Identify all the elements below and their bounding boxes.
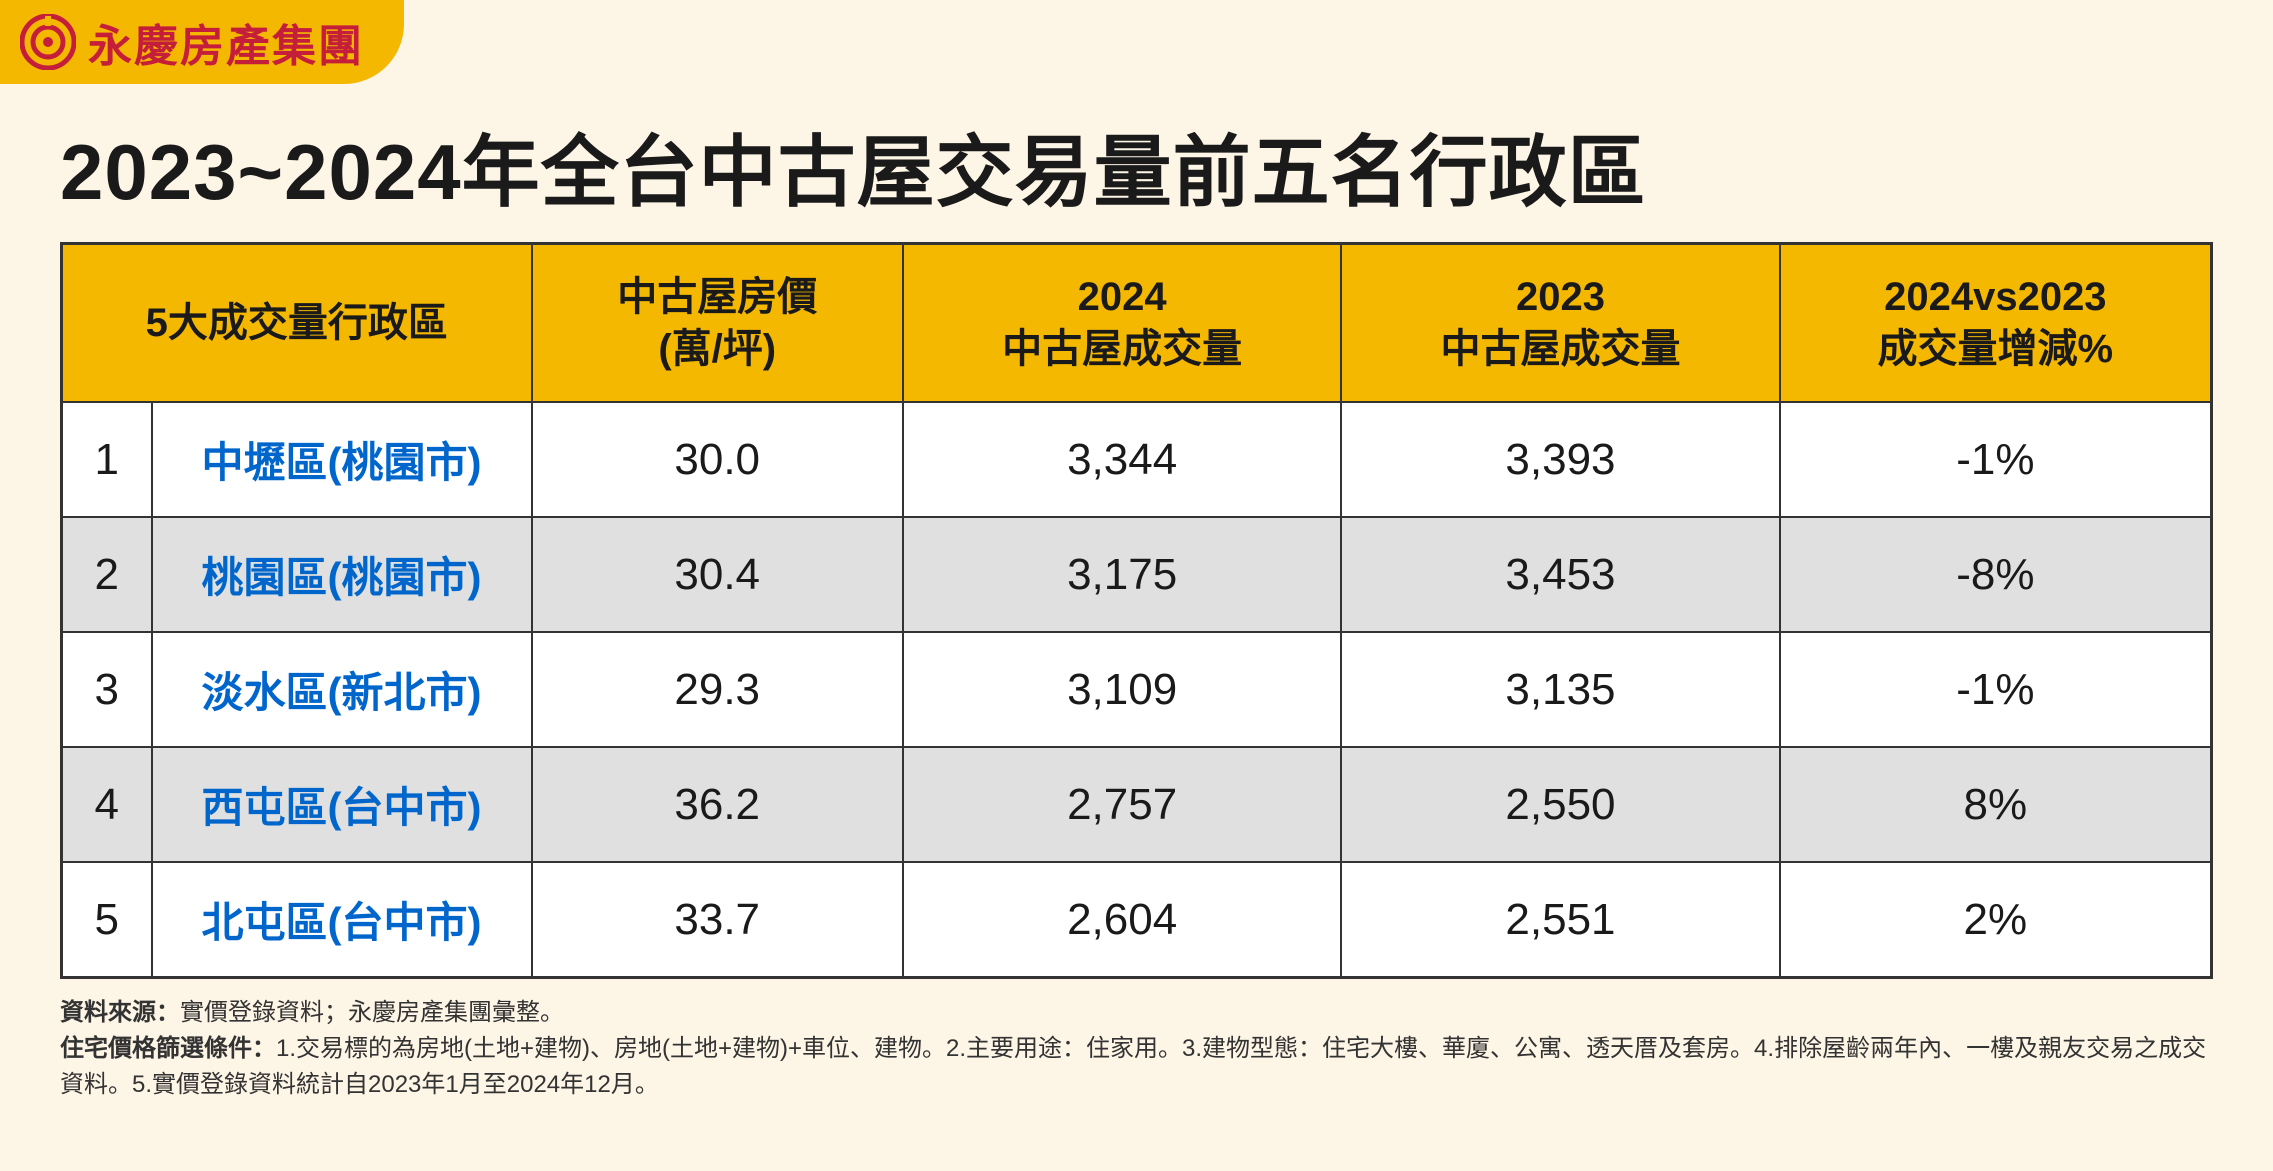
title-bold: 交易量前五名行政區 xyxy=(936,128,1647,216)
col-header-district: 5大成交量行政區 xyxy=(62,244,532,403)
cell-district: 北屯區(台中市) xyxy=(152,862,532,978)
cell-vol2023: 2,551 xyxy=(1341,862,1779,978)
cell-rank: 3 xyxy=(62,632,152,747)
cell-district: 中壢區(桃園市) xyxy=(152,402,532,517)
cell-price: 29.3 xyxy=(532,632,903,747)
table-row: 1 中壢區(桃園市) 30.0 3,344 3,393 -1% xyxy=(62,402,2212,517)
cell-rank: 2 xyxy=(62,517,152,632)
ranking-table: 5大成交量行政區 中古屋房價 (萬/坪) 2024 中古屋成交量 2023 中古… xyxy=(60,242,2213,979)
table-body: 1 中壢區(桃園市) 30.0 3,344 3,393 -1% 2 桃園區(桃園… xyxy=(62,402,2212,978)
criteria-label: 住宅價格篩選條件： xyxy=(60,1035,276,1062)
cell-district: 淡水區(新北市) xyxy=(152,632,532,747)
cell-rank: 5 xyxy=(62,862,152,978)
col-header-vol2023: 2023 中古屋成交量 xyxy=(1341,244,1779,403)
cell-change: -1% xyxy=(1780,402,2212,517)
source-label: 資料來源： xyxy=(60,999,180,1026)
criteria-line: 住宅價格篩選條件：1.交易標的為房地(土地+建物)、房地(土地+建物)+車位、建… xyxy=(60,1031,2213,1103)
cell-vol2023: 3,453 xyxy=(1341,517,1779,632)
col-header-vol2024: 2024 中古屋成交量 xyxy=(903,244,1341,403)
cell-price: 30.0 xyxy=(532,402,903,517)
table-row: 3 淡水區(新北市) 29.3 3,109 3,135 -1% xyxy=(62,632,2212,747)
cell-change: -8% xyxy=(1780,517,2212,632)
cell-vol2024: 3,109 xyxy=(903,632,1341,747)
cell-price: 30.4 xyxy=(532,517,903,632)
cell-change: 2% xyxy=(1780,862,2212,978)
col-header-change: 2024vs2023 成交量增減% xyxy=(1780,244,2212,403)
content-area: 2023~2024年全台中古屋交易量前五名行政區 5大成交量行政區 中古屋房價 … xyxy=(0,0,2273,1123)
logo-badge: 永慶房產集團 xyxy=(0,0,404,84)
cell-district: 西屯區(台中市) xyxy=(152,747,532,862)
cell-price: 36.2 xyxy=(532,747,903,862)
title-prefix: 2023~2024年全台中古屋 xyxy=(60,128,936,216)
table-row: 4 西屯區(台中市) 36.2 2,757 2,550 8% xyxy=(62,747,2212,862)
logo-brand-text: 永慶房產集團 xyxy=(88,10,364,74)
table-row: 2 桃園區(桃園市) 30.4 3,175 3,453 -8% xyxy=(62,517,2212,632)
footer-notes: 資料來源：實價登錄資料；永慶房產集團彙整。 住宅價格篩選條件：1.交易標的為房地… xyxy=(60,995,2213,1103)
source-line: 資料來源：實價登錄資料；永慶房產集團彙整。 xyxy=(60,995,2213,1031)
cell-vol2023: 3,135 xyxy=(1341,632,1779,747)
cell-rank: 1 xyxy=(62,402,152,517)
cell-district: 桃園區(桃園市) xyxy=(152,517,532,632)
col-header-price: 中古屋房價 (萬/坪) xyxy=(532,244,903,403)
cell-vol2024: 3,175 xyxy=(903,517,1341,632)
cell-vol2024: 2,757 xyxy=(903,747,1341,862)
cell-change: -1% xyxy=(1780,632,2212,747)
page-title: 2023~2024年全台中古屋交易量前五名行政區 xyxy=(60,110,2213,222)
criteria-text: 1.交易標的為房地(土地+建物)、房地(土地+建物)+車位、建物。2.主要用途：… xyxy=(60,1035,2206,1098)
cell-vol2024: 3,344 xyxy=(903,402,1341,517)
logo-icon xyxy=(20,14,76,70)
cell-price: 33.7 xyxy=(532,862,903,978)
cell-vol2023: 2,550 xyxy=(1341,747,1779,862)
source-text: 實價登錄資料；永慶房產集團彙整。 xyxy=(180,999,564,1026)
cell-vol2023: 3,393 xyxy=(1341,402,1779,517)
table-row: 5 北屯區(台中市) 33.7 2,604 2,551 2% xyxy=(62,862,2212,978)
cell-vol2024: 2,604 xyxy=(903,862,1341,978)
cell-rank: 4 xyxy=(62,747,152,862)
cell-change: 8% xyxy=(1780,747,2212,862)
